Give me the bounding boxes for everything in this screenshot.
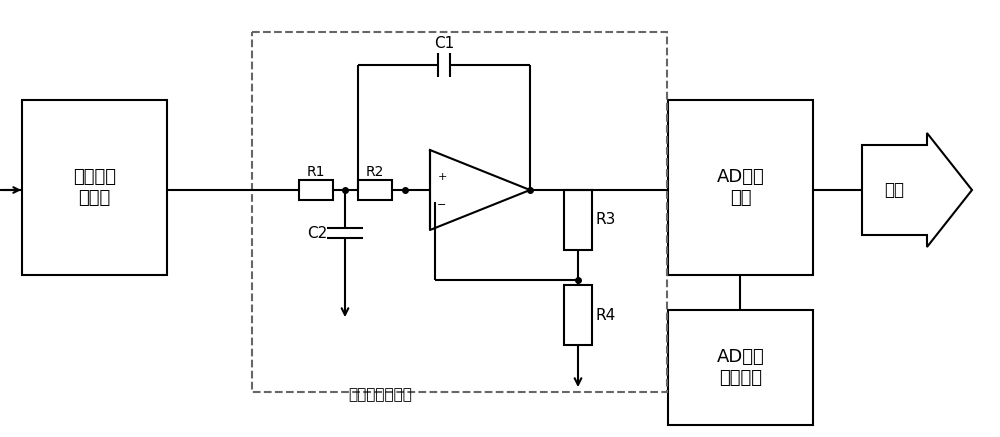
Bar	[668, 310, 813, 425]
Bar	[252, 32, 667, 392]
Bar	[22, 100, 167, 275]
Bar	[299, 180, 333, 200]
Bar	[358, 180, 392, 200]
Text: R3: R3	[596, 212, 616, 228]
Bar	[668, 100, 813, 275]
Text: C1: C1	[434, 35, 454, 51]
Text: +: +	[437, 172, 447, 182]
Text: R2: R2	[366, 165, 384, 179]
Text: R1: R1	[307, 165, 325, 179]
Text: 输出: 输出	[885, 181, 904, 199]
Text: AD驱动
时钟电路: AD驱动 时钟电路	[717, 348, 764, 387]
Text: 二阶低通滤波器: 二阶低通滤波器	[348, 388, 412, 402]
Text: 相关双采
样电路: 相关双采 样电路	[73, 168, 116, 207]
Text: AD量化
芯片: AD量化 芯片	[717, 168, 764, 207]
Text: R4: R4	[596, 308, 616, 323]
Text: −: −	[437, 200, 447, 210]
Text: C2: C2	[307, 225, 327, 240]
Bar	[564, 285, 592, 345]
Bar	[564, 190, 592, 250]
